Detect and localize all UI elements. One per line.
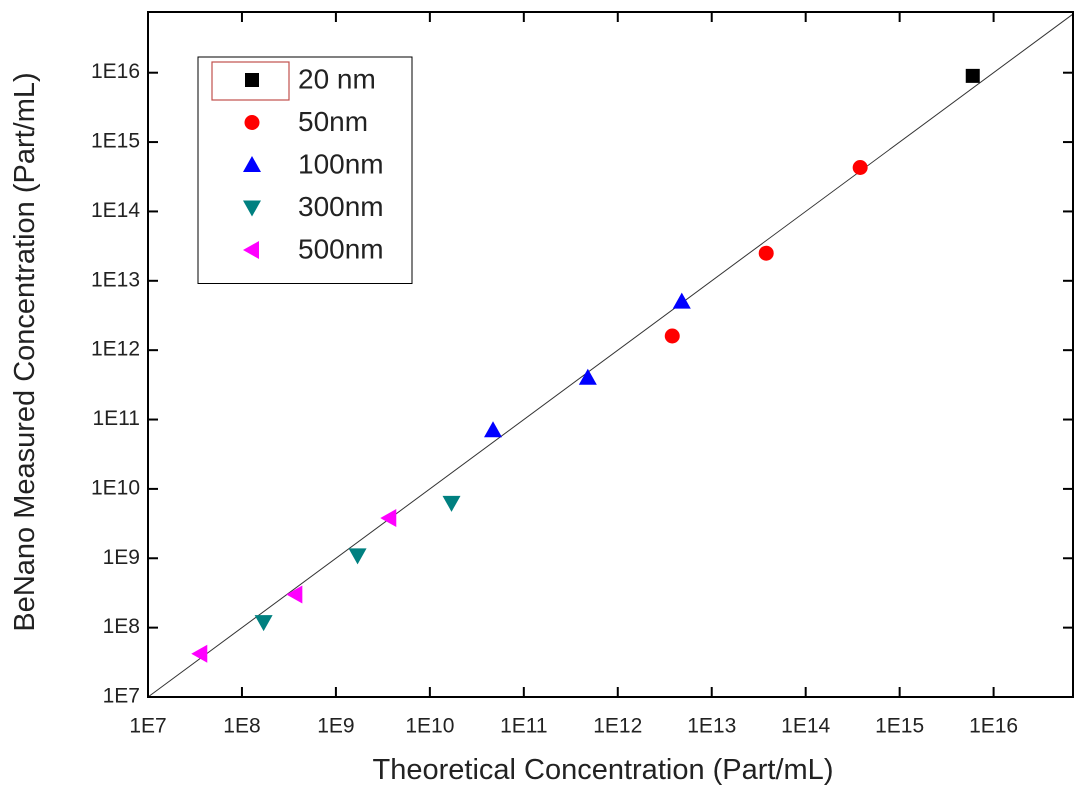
legend-marker bbox=[243, 156, 261, 172]
reference-line bbox=[147, 13, 1074, 698]
data-point bbox=[484, 421, 503, 438]
x-tick-label: 1E10 bbox=[405, 715, 454, 738]
legend-marker bbox=[243, 241, 259, 259]
x-tick-label: 1E8 bbox=[223, 715, 260, 738]
data-point bbox=[965, 68, 980, 83]
y-tick-label: 1E12 bbox=[91, 338, 140, 361]
data-point bbox=[191, 644, 208, 663]
y-tick-label: 1E16 bbox=[91, 60, 140, 83]
x-axis-title: Theoretical Concentration (Part/mL) bbox=[373, 754, 834, 786]
data-point bbox=[286, 585, 303, 604]
y-tick-label: 1E10 bbox=[91, 476, 140, 499]
y-tick-label: 1E14 bbox=[91, 199, 140, 222]
x-tick-label: 1E11 bbox=[500, 715, 548, 738]
data-point bbox=[254, 615, 273, 632]
x-tick-label: 1E12 bbox=[593, 715, 642, 738]
legend-label: 50nm bbox=[298, 106, 368, 137]
x-tick-label: 1E7 bbox=[129, 715, 166, 738]
data-point bbox=[348, 548, 367, 565]
legend-marker bbox=[243, 200, 261, 217]
data-point bbox=[442, 495, 461, 512]
data-point bbox=[672, 292, 691, 309]
y-tick-label: 1E13 bbox=[91, 268, 140, 291]
x-tick-label: 1E16 bbox=[969, 715, 1018, 738]
y-tick-label: 1E15 bbox=[91, 130, 140, 153]
legend-box bbox=[197, 56, 413, 284]
data-point bbox=[380, 509, 397, 528]
data-point bbox=[578, 368, 597, 385]
y-tick-label: 1E8 bbox=[103, 615, 140, 638]
data-point bbox=[664, 328, 680, 344]
legend-marker bbox=[244, 115, 260, 130]
x-tick-label: 1E9 bbox=[317, 715, 354, 738]
x-tick-label: 1E15 bbox=[875, 715, 924, 738]
x-tick-label: 1E13 bbox=[687, 715, 736, 738]
legend-highlight bbox=[211, 61, 290, 101]
legend-label: 500nm bbox=[298, 233, 384, 264]
y-tick-label: 1E9 bbox=[103, 546, 140, 569]
legend-label: 300nm bbox=[298, 191, 384, 222]
y-tick-label: 1E11 bbox=[93, 407, 141, 430]
legend-label: 100nm bbox=[298, 148, 384, 179]
x-tick-label: 1E14 bbox=[781, 715, 830, 738]
y-tick-label: 1E7 bbox=[103, 685, 140, 708]
y-axis-title: BeNano Measured Concentration (Part/mL) bbox=[9, 72, 41, 631]
plot-frame bbox=[147, 11, 1074, 698]
data-point bbox=[758, 245, 774, 261]
legend-label: 20 nm bbox=[298, 63, 376, 94]
data-point bbox=[852, 159, 868, 175]
legend-marker bbox=[245, 73, 259, 87]
